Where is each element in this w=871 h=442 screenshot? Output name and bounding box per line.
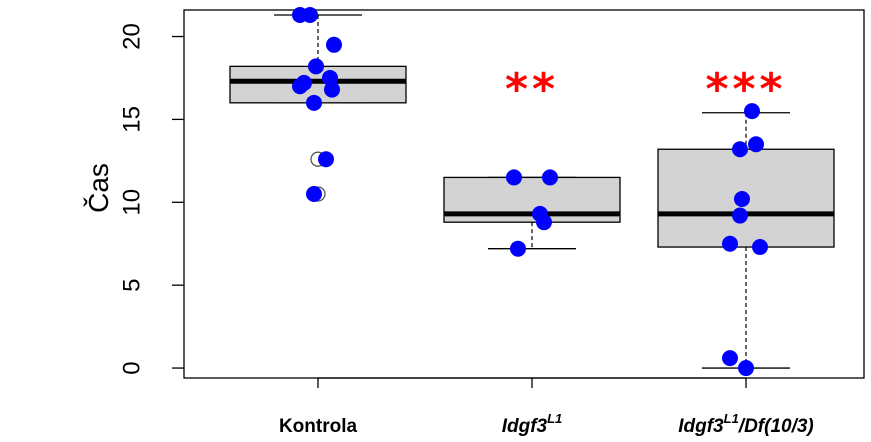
data-point (318, 151, 334, 168)
y-axis-label: Čas (83, 163, 114, 213)
data-point (324, 81, 340, 98)
y-tick-label-10: 10 (119, 189, 146, 216)
data-point (752, 239, 768, 256)
significance-marker-3: *** (705, 64, 786, 115)
x-tick-label-1: Kontrola (279, 416, 358, 437)
data-points (292, 6, 768, 377)
y-tick-label-15: 15 (119, 106, 146, 133)
y-tick-label-20: 20 (119, 23, 146, 50)
data-point (542, 169, 558, 186)
data-point (326, 36, 342, 53)
data-point (306, 94, 322, 111)
significance-marker-2: ** (505, 64, 559, 115)
x-axis: Kontrola Idgf3L1 Idgf3L1/Df(10/3) (279, 377, 814, 437)
data-point (734, 190, 750, 207)
y-tick-label-5: 5 (119, 278, 146, 291)
data-point (306, 186, 322, 202)
x-tick-label-2: Idgf3L1 (502, 411, 563, 437)
data-point (722, 235, 738, 252)
y-tick-label-0: 0 (119, 361, 146, 374)
data-point (748, 136, 764, 153)
data-point (732, 207, 748, 224)
data-point (738, 360, 754, 377)
data-point (744, 103, 760, 120)
data-point (292, 78, 308, 95)
significance-markers: ** *** (505, 64, 786, 115)
x-tick-label-3: Idgf3L1/Df(10/3) (678, 411, 814, 437)
box-2 (443, 176, 621, 250)
data-point (722, 350, 738, 367)
data-point (536, 214, 552, 231)
y-axis: 0 5 10 15 20 (119, 23, 184, 375)
data-point (510, 240, 526, 257)
data-point (506, 169, 522, 186)
data-point (302, 6, 318, 23)
data-point (308, 58, 324, 75)
data-point (732, 141, 748, 158)
